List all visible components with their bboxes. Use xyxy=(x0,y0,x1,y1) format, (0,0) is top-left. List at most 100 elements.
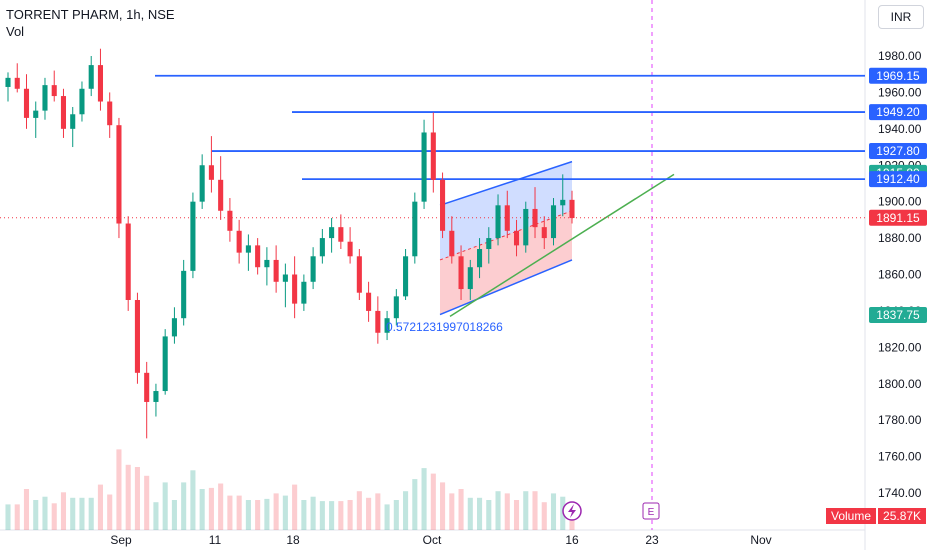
volume-bar xyxy=(153,502,159,530)
volume-value: 25.87K xyxy=(878,508,927,524)
volume-bar xyxy=(116,449,122,530)
y-tick-label: 1900.00 xyxy=(878,195,922,209)
candle xyxy=(486,227,492,264)
candle xyxy=(125,216,131,311)
candle xyxy=(14,63,20,93)
candle xyxy=(467,259,473,300)
volume-bar xyxy=(97,484,104,530)
volume-bar xyxy=(550,493,557,530)
candle xyxy=(329,218,335,253)
volume-bar xyxy=(366,497,372,530)
volume-bar xyxy=(107,494,113,530)
volume-bar xyxy=(384,504,390,530)
candle xyxy=(116,117,122,239)
volume-bar xyxy=(227,495,233,530)
candle xyxy=(153,383,159,417)
volume-bar xyxy=(301,500,307,530)
candle xyxy=(403,249,409,300)
svg-text:1969.15: 1969.15 xyxy=(876,69,920,83)
candle xyxy=(513,219,520,257)
volume-bar xyxy=(171,500,177,530)
price-label: 1837.75 xyxy=(869,307,927,324)
volume-bar xyxy=(208,487,214,530)
y-tick-label: 1820.00 xyxy=(878,340,922,354)
candle xyxy=(541,216,547,250)
candle xyxy=(384,310,390,341)
candle xyxy=(236,219,242,264)
candle xyxy=(273,245,279,293)
volume-bar xyxy=(134,467,140,530)
candle xyxy=(144,361,150,439)
volume-bar xyxy=(218,483,224,530)
volume-bar xyxy=(125,464,131,530)
x-tick-label: Nov xyxy=(750,533,771,547)
candle xyxy=(393,289,399,326)
volume-bar xyxy=(236,495,242,530)
volume-bar xyxy=(356,491,362,530)
candle xyxy=(190,192,196,279)
volume-bar xyxy=(375,493,381,530)
candle xyxy=(134,292,140,384)
volume-bar xyxy=(199,489,205,530)
volume-bar xyxy=(504,493,510,530)
horizontal-levels xyxy=(0,74,865,219)
svg-text:1891.15: 1891.15 xyxy=(876,211,920,225)
volume-bar xyxy=(282,495,288,530)
regression-channel xyxy=(439,160,675,318)
svg-text:1949.20: 1949.20 xyxy=(876,105,920,119)
svg-text:1912.40: 1912.40 xyxy=(876,172,920,186)
currency-button[interactable]: INR xyxy=(878,5,924,29)
x-tick-label: 23 xyxy=(645,533,659,547)
candle xyxy=(458,245,464,300)
candle xyxy=(301,274,307,311)
y-tick-label: 1980.00 xyxy=(878,49,922,63)
volume-bar xyxy=(421,468,427,530)
chart-title: TORRENT PHARM, 1h, NSE xyxy=(6,7,175,22)
candle xyxy=(227,198,233,242)
volume-bar xyxy=(476,497,483,530)
grid xyxy=(0,0,866,550)
volume-legend: Volume 25.87K xyxy=(826,508,927,524)
volume-bar xyxy=(319,501,325,530)
candles xyxy=(5,48,575,439)
candle xyxy=(319,228,325,264)
candle xyxy=(310,247,316,290)
volume-label: Volume xyxy=(826,508,877,524)
candle xyxy=(199,154,205,209)
candle xyxy=(255,238,261,275)
candle xyxy=(282,263,288,308)
svg-text:1837.75: 1837.75 xyxy=(876,308,920,322)
volume-bar xyxy=(347,500,353,530)
svg-text:1927.80: 1927.80 xyxy=(876,144,920,158)
candle xyxy=(532,187,538,239)
volume-bar xyxy=(430,473,436,530)
candle xyxy=(88,56,94,97)
channel-upper-line xyxy=(439,160,573,207)
volume-bar xyxy=(79,497,85,530)
y-tick-label: 1800.00 xyxy=(878,377,922,391)
volume-bar xyxy=(190,470,196,530)
volume-bar xyxy=(532,491,538,530)
x-tick-label: 16 xyxy=(565,533,579,547)
y-tick-label: 1760.00 xyxy=(878,450,922,464)
volume-bar xyxy=(292,484,298,530)
x-tick-label: Oct xyxy=(423,533,442,547)
y-tick-label: 1880.00 xyxy=(878,231,922,245)
candle xyxy=(51,70,57,102)
y-tick-label: 1740.00 xyxy=(878,486,922,500)
earnings-badge[interactable]: E xyxy=(642,502,660,520)
price-label: 1949.20 xyxy=(869,104,927,121)
candle xyxy=(569,190,575,224)
trend-line xyxy=(449,173,675,318)
candle xyxy=(23,74,30,129)
candle xyxy=(504,190,510,239)
time-axis: Sep 11 18 Oct 16 23 Nov xyxy=(110,533,771,547)
lightning-icon[interactable] xyxy=(562,501,582,521)
volume-bar xyxy=(329,501,335,530)
x-tick-label: Sep xyxy=(110,533,132,547)
channel-annotation: 0.5721231997018266 xyxy=(386,320,503,334)
volume-bar xyxy=(486,500,492,530)
price-label: 1969.15 xyxy=(869,67,927,84)
candle xyxy=(449,216,455,264)
